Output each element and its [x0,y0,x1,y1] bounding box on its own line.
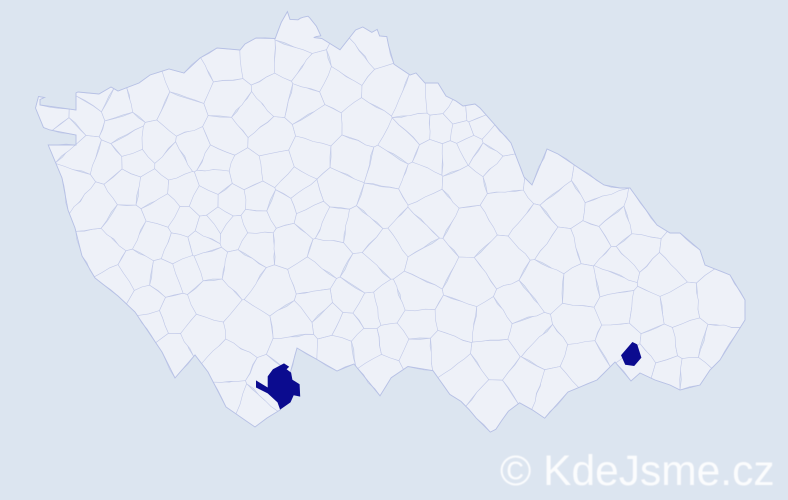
svg-text:© KdeJsme.cz: © KdeJsme.cz [500,448,775,495]
